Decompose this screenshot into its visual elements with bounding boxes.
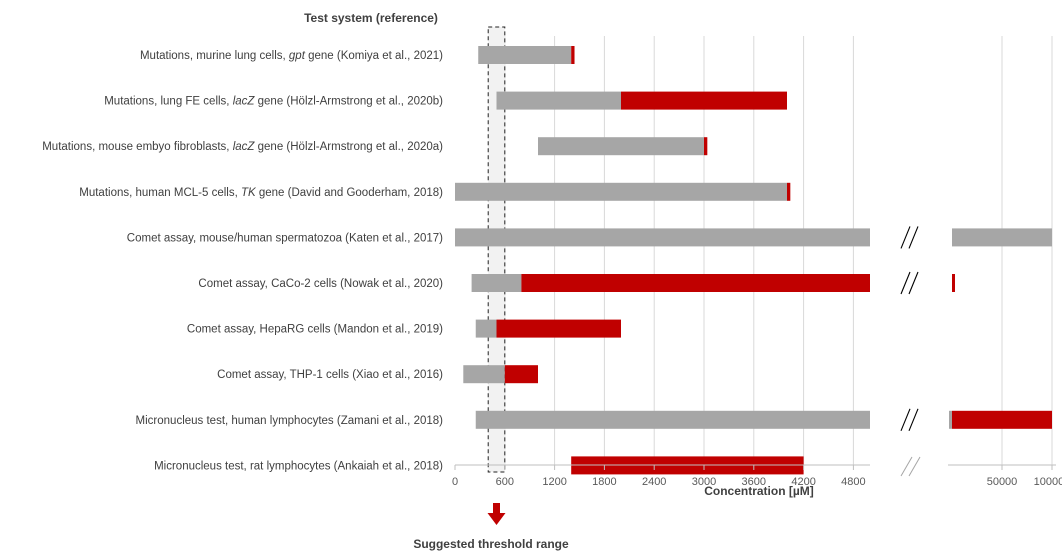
x-tick-label: 3600 <box>742 476 766 488</box>
threshold-box <box>487 26 506 473</box>
bar-segment-grey <box>475 410 870 429</box>
break-mark <box>908 226 919 249</box>
category-label: Mutations, murine lung cells, gpt gene (… <box>140 50 443 62</box>
category-label: Mutations, human MCL-5 cells, TK gene (D… <box>79 187 443 199</box>
bar-segment-red <box>704 137 708 156</box>
bar-segment-grey <box>455 182 787 201</box>
break-mark <box>900 408 911 432</box>
x-tick-label: 4800 <box>841 476 865 488</box>
x-tick-label: 50000 <box>987 476 1018 488</box>
x-tick-label: 1800 <box>592 476 616 488</box>
break-mark <box>900 271 911 295</box>
x-tick-label: 2400 <box>642 476 666 488</box>
x-axis-title: Concentration [µM] <box>704 484 814 498</box>
threshold-region <box>487 26 506 525</box>
category-label: Mutations, lung FE cells, lacZ gene (Höl… <box>104 96 443 108</box>
bar-segment-red <box>504 365 538 384</box>
category-label: Mutations, mouse embyo fibroblasts, lacZ… <box>42 141 443 153</box>
bars <box>455 46 1052 475</box>
bar-segment-red <box>571 46 575 64</box>
bar-segment-red <box>952 274 955 292</box>
category-label: Comet assay, CaCo-2 cells (Nowak et al.,… <box>198 278 443 290</box>
bar-segment-red <box>621 91 787 110</box>
x-tick-label: 100000 <box>1034 476 1062 488</box>
break-mark <box>908 271 919 295</box>
threshold-arrow-shaft <box>493 503 500 514</box>
break-mark <box>900 226 911 249</box>
x-tick-label: 3000 <box>692 476 716 488</box>
y-axis-title: Test system (reference) <box>304 11 438 25</box>
category-label: Micronucleus test, human lymphocytes (Za… <box>136 415 444 427</box>
category-label: Micronucleus test, rat lymphocytes (Anka… <box>154 460 443 472</box>
bar-segment-grey <box>475 319 497 338</box>
bar-segment-red <box>496 319 621 338</box>
category-label: Comet assay, mouse/human spermatozoa (Ka… <box>127 232 443 244</box>
category-label: Comet assay, HepaRG cells (Mandon et al.… <box>187 324 443 336</box>
bar-segment-grey <box>463 365 505 384</box>
bar-segment-grey <box>478 46 572 64</box>
x-tick-label: 0 <box>452 476 458 488</box>
bar-segment-grey <box>455 228 870 247</box>
bar-segment-red <box>787 182 791 201</box>
x-axis: 0 600 1200 1800 2400 3000 3600 4200 4800 50000 100… <box>452 464 1062 488</box>
axis-break-marks <box>900 226 921 477</box>
category-label: Comet assay, THP-1 cells (Xiao et al., 2… <box>217 369 443 381</box>
x-tick-label: 600 <box>496 476 514 488</box>
bar-segment-grey <box>949 410 952 429</box>
bar-segment-grey <box>471 274 522 292</box>
bar-segment-grey <box>952 228 1052 247</box>
bar-segment-grey <box>538 137 704 156</box>
axis-break-mark <box>908 456 921 477</box>
axis-break-mark <box>900 456 913 477</box>
threshold-arrow-head <box>487 513 506 525</box>
bar-segment-red <box>521 274 870 292</box>
x-tick-label: 4200 <box>791 476 815 488</box>
threshold-annotation: Suggested threshold range <box>413 537 569 551</box>
bar-segment-grey <box>496 91 621 110</box>
break-mark <box>908 408 919 432</box>
bar-segment-red <box>952 410 1052 429</box>
category-labels: Mutations, murine lung cells, gpt gene (… <box>42 50 443 472</box>
x-tick-label: 1200 <box>542 476 566 488</box>
